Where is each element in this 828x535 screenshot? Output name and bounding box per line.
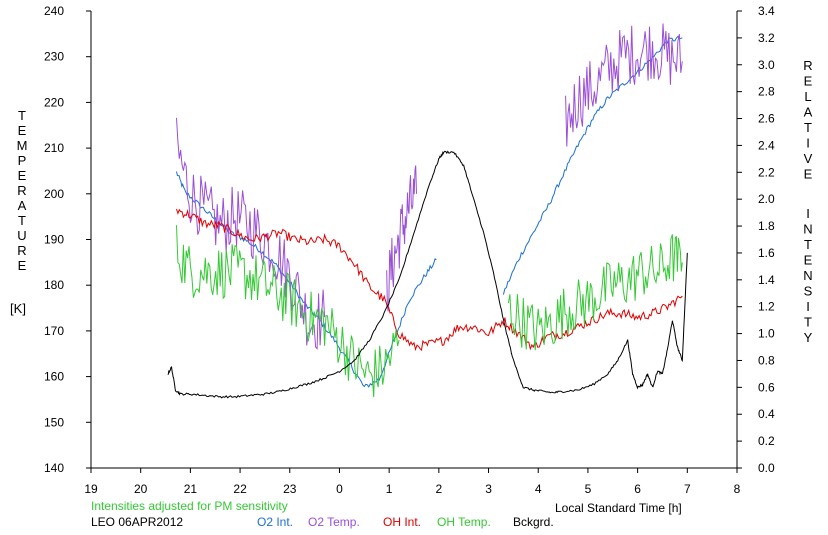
series-line-oh-int (176, 208, 683, 352)
station-date-label: LEO 06APR2012 (91, 515, 183, 529)
right-tick-label: 0.4 (758, 407, 775, 421)
legend-item: O2 Temp. (308, 515, 360, 529)
left-axis-title-letter: R (17, 183, 26, 198)
legend: O2 Int. O2 Temp. OH Int. OH Temp. Bckgrd. (257, 515, 554, 529)
right-tick-label: 1.0 (758, 327, 775, 341)
right-tick-label: 0.6 (758, 380, 775, 394)
left-tick-label: 200 (44, 187, 64, 201)
plot-lines (167, 23, 688, 399)
right-tick-label: 0.8 (758, 353, 775, 367)
legend-item: OH Temp. (437, 515, 491, 529)
left-axis-title-letter: M (17, 138, 28, 153)
left-tick-label: 230 (44, 50, 64, 64)
left-tick-label: 240 (44, 4, 64, 18)
right-tick-label: 2.2 (758, 165, 775, 179)
sensitivity-note: Intensities adjusted for PM sensitivity (91, 499, 288, 513)
right-tick-label: 2.6 (758, 112, 775, 126)
series-line-o2-temp (565, 23, 683, 147)
left-tick-label: 190 (44, 233, 64, 247)
right-axis-title-letter: E (804, 167, 813, 182)
legend-item: OH Int. (383, 515, 421, 529)
legend-item: O2 Int. (257, 515, 293, 529)
series-line-o2-temp (176, 117, 326, 350)
left-axis-title-letter: U (17, 228, 26, 243)
x-tick-label: 4 (535, 482, 542, 496)
right-axis-title-letter: T (804, 315, 812, 330)
right-axis-title-letter: A (804, 105, 813, 120)
left-tick-label: 180 (44, 278, 64, 292)
right-tick-label: 1.2 (758, 300, 775, 314)
x-tick-label: 3 (485, 482, 492, 496)
x-tick-label: 23 (283, 482, 297, 496)
right-tick-label: 2.4 (758, 138, 775, 152)
legend-item: Bckgrd. (513, 515, 554, 529)
right-axis-title-letter: I (806, 206, 810, 221)
right-axis-title-letter: T (804, 120, 812, 135)
left-axis-title-letter: T (18, 213, 26, 228)
left-axis-title-letter: R (17, 243, 26, 258)
left-tick-label: 170 (44, 324, 64, 338)
left-tick-label: 150 (44, 415, 64, 429)
left-tick-label: 210 (44, 141, 64, 155)
series-line-o2-int (176, 171, 437, 388)
x-tick-label: 6 (634, 482, 641, 496)
right-axis-title-letter: R (803, 58, 812, 73)
right-axis-title-letter: N (803, 268, 812, 283)
right-axis-title-letter: E (804, 74, 813, 89)
right-axis-title-letter: S (804, 284, 813, 299)
series-line-o2-int (502, 35, 683, 295)
right-axis-title-letter: I (806, 299, 810, 314)
left-axis-title-letter: E (18, 123, 27, 138)
series-line-oh-temp (176, 225, 400, 398)
x-tick-label: 1 (386, 482, 393, 496)
right-tick-label: 2.8 (758, 85, 775, 99)
x-tick-label: 0 (336, 482, 343, 496)
right-axis-title-letter: I (806, 136, 810, 151)
left-axis-title-letter: A (18, 198, 27, 213)
right-tick-label: 3.2 (758, 31, 775, 45)
right-axis-title-letter: Y (804, 330, 813, 345)
x-tick-label: 7 (684, 482, 691, 496)
left-axis-title-letter: T (18, 108, 26, 123)
left-axis-unit: [K] (10, 301, 26, 316)
x-tick-label: 21 (184, 482, 198, 496)
x-tick-label: 19 (84, 482, 98, 496)
left-axis-title-letter: E (18, 168, 27, 183)
right-tick-label: 0.0 (758, 461, 775, 475)
left-tick-label: 140 (44, 461, 64, 475)
left-axis-title-letter: P (18, 153, 27, 168)
right-axis-title-letter: V (804, 151, 813, 166)
left-axis-title-letter: E (18, 258, 27, 273)
right-axis-title-letter: E (804, 253, 813, 268)
right-axis-title-letter: T (804, 237, 812, 252)
left-tick-label: 160 (44, 370, 64, 384)
right-tick-label: 3.4 (758, 4, 775, 18)
x-tick-label: 20 (134, 482, 148, 496)
right-axis-title-letter: N (803, 222, 812, 237)
right-tick-label: 2.0 (758, 192, 775, 206)
series-line-oh-temp (507, 234, 683, 351)
x-axis-title: Local Standard Time [h] (555, 501, 682, 515)
x-tick-label: 5 (585, 482, 592, 496)
right-tick-label: 1.4 (758, 273, 775, 287)
x-tick-label: 2 (436, 482, 443, 496)
right-tick-label: 1.8 (758, 219, 775, 233)
x-tick-label: 22 (233, 482, 247, 496)
right-axis-title-letter: L (804, 89, 811, 104)
chart-axes: 1401501601701801902002102202302400.00.20… (44, 4, 775, 496)
left-tick-label: 220 (44, 95, 64, 109)
right-tick-label: 3.0 (758, 58, 775, 72)
series-line-o2-temp (386, 165, 417, 312)
series-line-bckgrd (167, 150, 688, 399)
x-tick-label: 8 (734, 482, 741, 496)
right-tick-label: 0.2 (758, 434, 775, 448)
right-tick-label: 1.6 (758, 246, 775, 260)
